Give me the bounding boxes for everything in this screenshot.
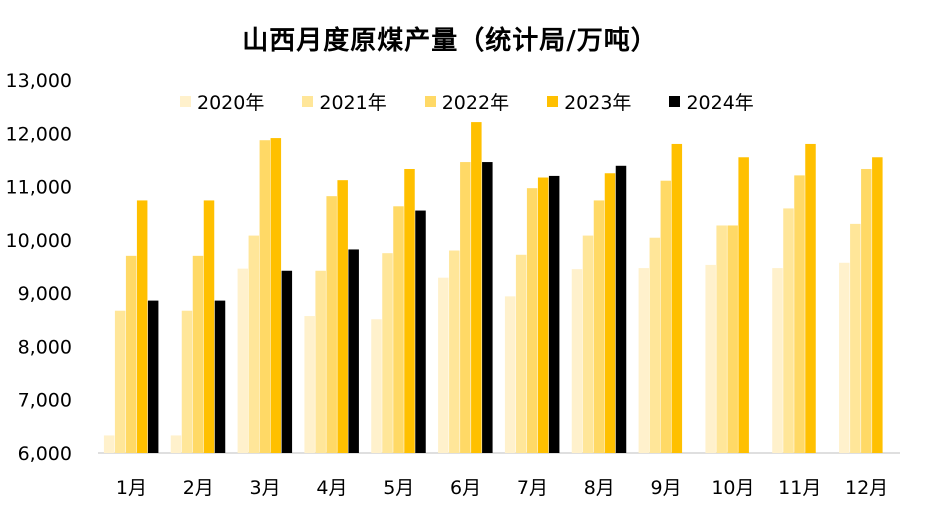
bar-2023年-3月 (270, 138, 282, 453)
bar-2021年-6月 (449, 250, 460, 453)
y-tick-label: 8,000 (18, 336, 72, 358)
bar-2022年-10月 (727, 225, 738, 453)
bar-2023年-12月 (872, 157, 883, 453)
bar-2024年-5月 (415, 210, 426, 453)
x-tick-label: 3月 (250, 477, 281, 499)
bar-2023年-6月 (471, 122, 482, 454)
bar-2022年-1月 (125, 255, 137, 453)
x-tick-label: 1月 (116, 477, 147, 499)
bar-2020年-9月 (638, 268, 650, 453)
x-tick-label: 7月 (517, 477, 548, 499)
bar-2022年-8月 (593, 200, 605, 453)
bar-2024年-4月 (348, 249, 359, 453)
legend-swatch (302, 96, 314, 107)
bar-2021年-8月 (582, 235, 594, 453)
bar-2024年-7月 (548, 175, 560, 453)
bar-2021年-1月 (114, 310, 126, 453)
bar-2023年-10月 (738, 157, 749, 453)
bar-2021年-9月 (649, 237, 661, 453)
legend-item: 2022年 (424, 88, 510, 115)
legend-label: 2022年 (441, 92, 510, 114)
y-tick-label: 9,000 (18, 283, 72, 305)
bar-2021年-2月 (181, 310, 193, 453)
y-tick-label: 7,000 (18, 390, 72, 412)
legend-label: 2023年 (564, 92, 632, 114)
legend-label: 2024年 (686, 92, 754, 114)
bar-2022年-6月 (460, 162, 471, 453)
legend-item: 2024年 (669, 88, 754, 115)
legend-item: 2023年 (547, 88, 631, 115)
bar-2024年-1月 (147, 300, 159, 453)
bar-2023年-8月 (604, 173, 616, 453)
bar-2021年-4月 (315, 270, 326, 453)
bar-2020年-4月 (304, 316, 315, 453)
y-tick-label: 11,000 (6, 177, 72, 199)
legend-item: 2020年 (180, 88, 264, 115)
bar-2021年-11月 (783, 208, 794, 453)
x-tick-label: 2月 (183, 477, 214, 499)
bar-2020年-8月 (571, 269, 583, 453)
bar-2021年-5月 (382, 253, 393, 453)
x-tick-label: 4月 (316, 477, 347, 499)
bar-2022年-2月 (192, 255, 204, 453)
bar-2020年-5月 (371, 319, 382, 453)
bar-2022年-3月 (259, 140, 271, 453)
bar-2021年-12月 (850, 223, 861, 453)
y-tick-label: 10,000 (6, 230, 72, 252)
x-tick-label: 11月 (778, 477, 821, 499)
x-tick-label: 5月 (383, 477, 414, 499)
bar-2021年-3月 (248, 235, 260, 453)
bar-2024年-8月 (615, 165, 627, 454)
bar-2022年-12月 (861, 168, 872, 454)
y-tick-label: 13,000 (6, 70, 72, 92)
chart-title: 山西月度原煤产量（统计局/万吨） (242, 26, 658, 56)
bar-2022年-4月 (326, 196, 337, 454)
bar-2023年-4月 (337, 180, 348, 454)
legend-label: 2021年 (319, 92, 387, 114)
bar-2020年-2月 (170, 435, 182, 453)
bar-2020年-12月 (839, 262, 850, 453)
bar-2020年-1月 (103, 435, 115, 453)
bar-2022年-5月 (393, 206, 404, 453)
x-tick-label: 6月 (450, 477, 481, 499)
x-tick-label: 12月 (845, 477, 888, 499)
x-tick-label: 10月 (711, 477, 754, 499)
bar-2023年-7月 (537, 177, 549, 453)
bar-2020年-11月 (772, 268, 783, 453)
bar-2023年-1月 (136, 200, 148, 453)
bar-2024年-3月 (281, 270, 293, 453)
legend-swatch (547, 96, 559, 107)
bar-2024年-2月 (214, 300, 226, 453)
bar-2021年-7月 (515, 254, 527, 453)
legend-swatch (180, 96, 191, 107)
bar-2021年-10月 (716, 225, 727, 453)
bar-2020年-7月 (504, 296, 516, 453)
legend-swatch (669, 96, 681, 107)
x-tick-label: 8月 (584, 477, 615, 499)
bar-2020年-6月 (438, 277, 449, 453)
bar-2022年-11月 (794, 175, 805, 454)
x-tick-label: 9月 (651, 477, 682, 499)
bar-2023年-9月 (671, 143, 683, 453)
bar-2022年-9月 (660, 180, 672, 453)
legend-item: 2021年 (302, 88, 387, 115)
legend: 2020年 2021年 2022年 2023年 2024年 (180, 88, 792, 115)
bar-2024年-6月 (482, 162, 493, 453)
y-tick-label: 6,000 (18, 443, 72, 465)
bar-2023年-5月 (404, 168, 415, 454)
legend-label: 2020年 (197, 92, 265, 114)
bar-2023年-2月 (203, 200, 215, 453)
bar-2020年-10月 (705, 264, 716, 453)
bar-2023年-11月 (805, 143, 816, 453)
bar-2022年-7月 (526, 188, 538, 454)
y-tick-label: 12,000 (6, 123, 72, 145)
legend-swatch (424, 96, 436, 107)
bar-2020年-3月 (237, 268, 249, 453)
